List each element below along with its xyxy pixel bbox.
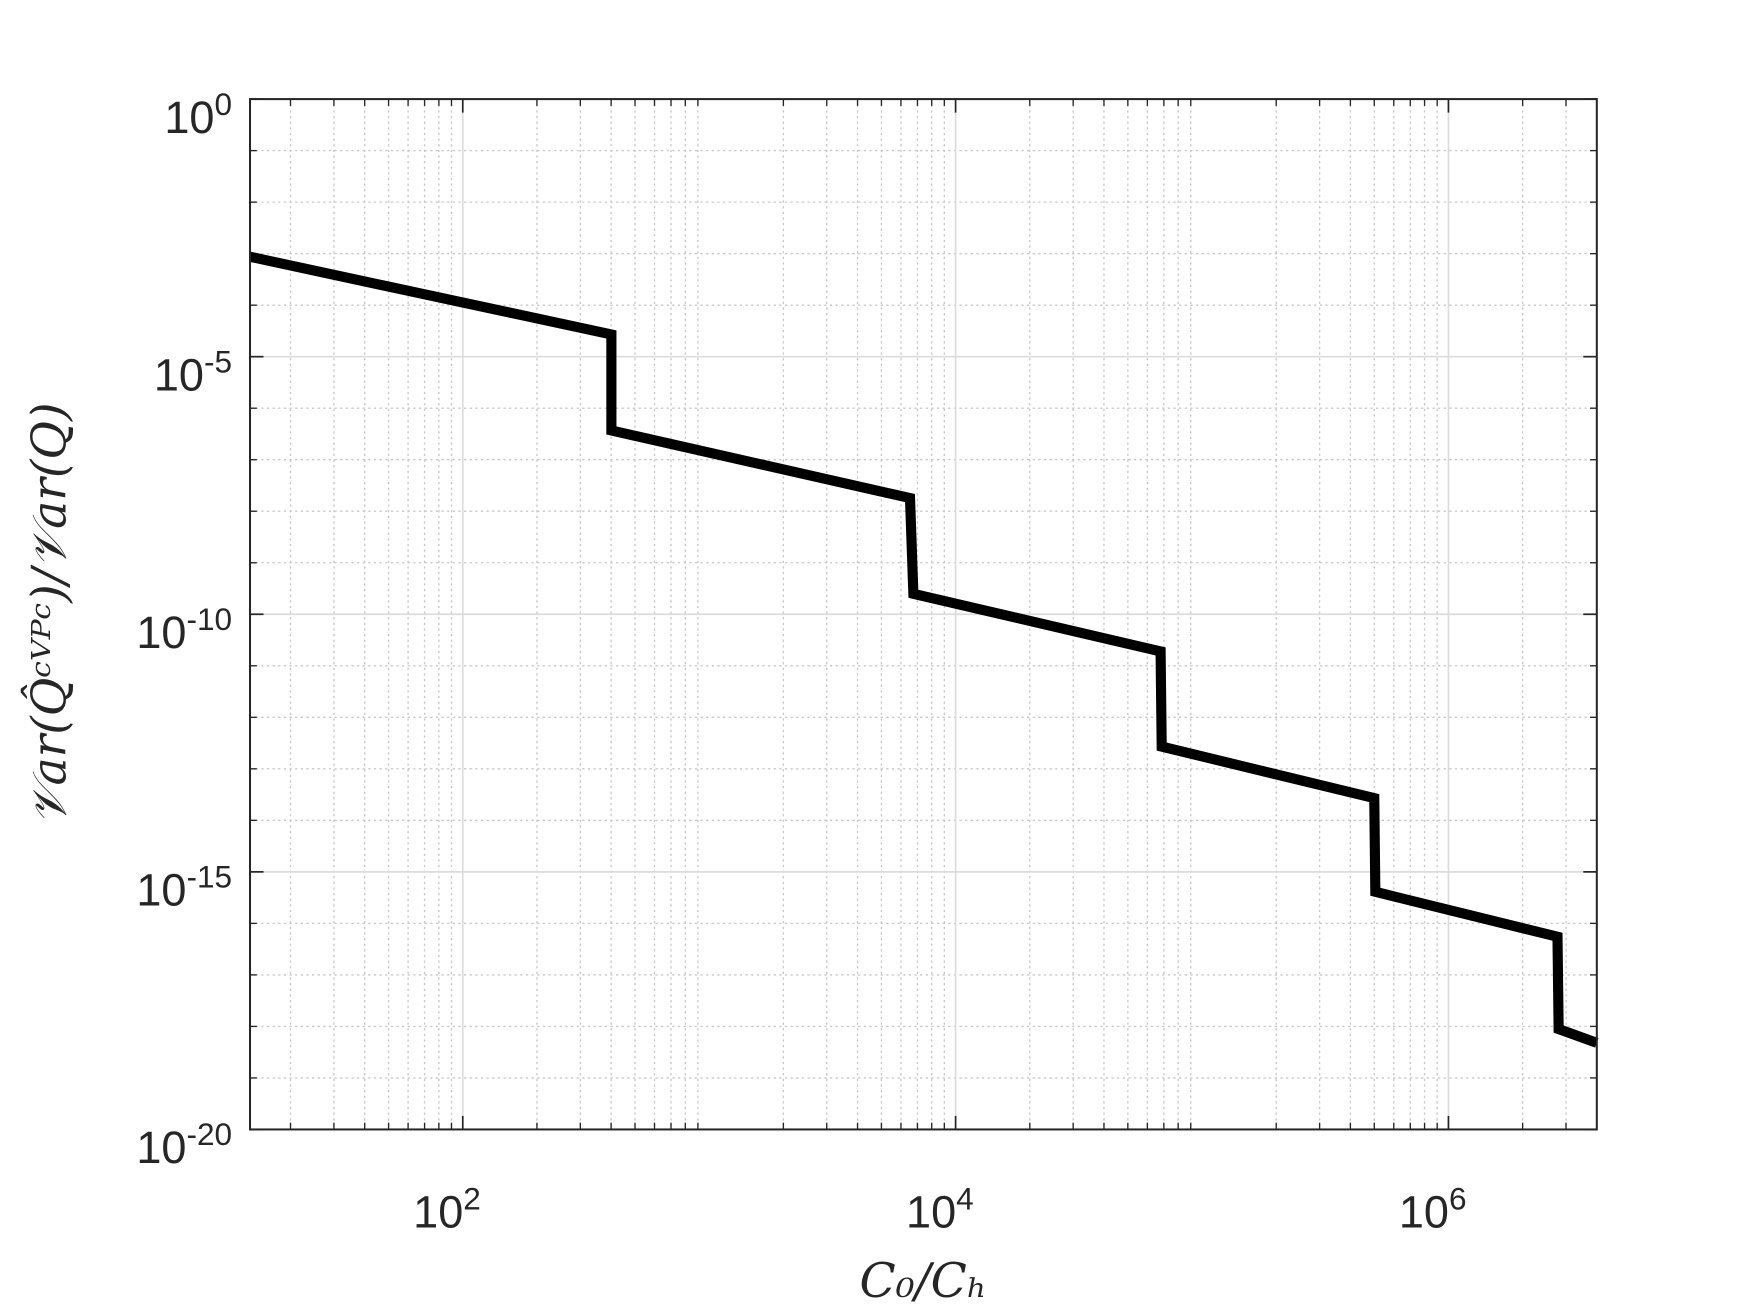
x-axis-label: C₀/Cₕ	[860, 1254, 988, 1309]
x-tick-label: 102	[413, 1180, 481, 1237]
data-line	[248, 251, 1599, 1048]
y-tick-label: 10-20	[136, 1116, 232, 1173]
y-axis-label: 𝒱ar(Q̂ᶜⱽᴾᶜ)/𝒱ar(Q)	[22, 402, 78, 824]
y-tick-label: 10-5	[154, 343, 232, 400]
y-tick-label: 10-15	[136, 859, 232, 916]
axes-box	[249, 98, 1598, 1131]
y-tick-label: 100	[164, 86, 232, 143]
y-tick-label: 10-10	[136, 601, 232, 658]
x-tick-label: 106	[1399, 1180, 1467, 1237]
x-tick-label: 104	[906, 1180, 974, 1237]
